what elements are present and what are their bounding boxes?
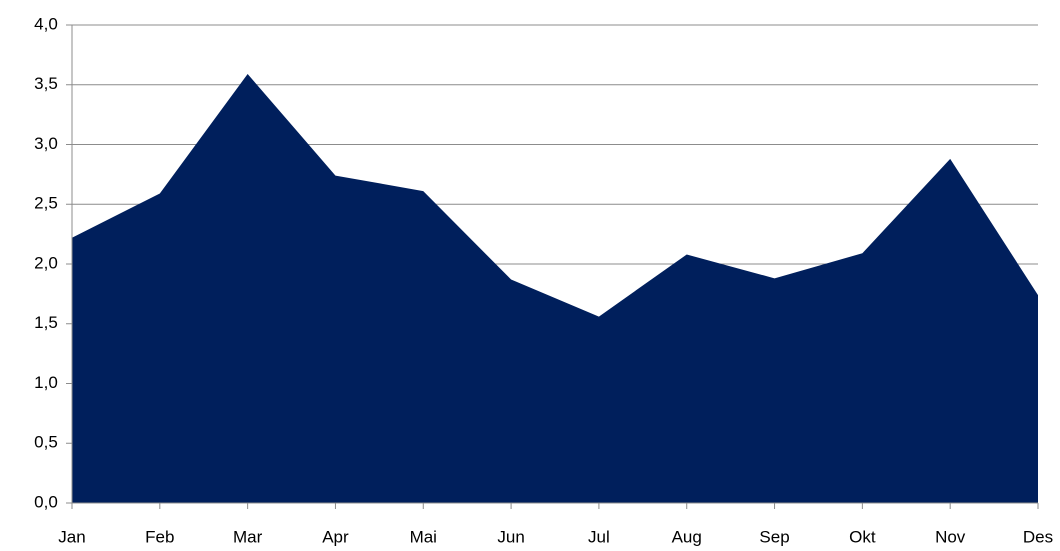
- area: [72, 73, 1038, 504]
- y-tick-label: 2,0: [34, 253, 58, 272]
- y-tick-label: 3,5: [34, 74, 58, 93]
- x-tick-label: Jul: [588, 527, 610, 546]
- y-tick-label: 0,0: [34, 492, 58, 511]
- y-tick-label: 1,5: [34, 313, 58, 332]
- x-tick-label: Des: [1023, 527, 1053, 546]
- x-tick-label: Sep: [759, 527, 789, 546]
- x-tick-label: Feb: [145, 527, 174, 546]
- x-tick-label: Mar: [233, 527, 263, 546]
- x-tick-label: Apr: [322, 527, 349, 546]
- y-tick-label: 0,5: [34, 433, 58, 452]
- x-tick-label: Jan: [58, 527, 85, 546]
- x-tick-label: Jun: [497, 527, 524, 546]
- y-tick-label: 3,0: [34, 134, 58, 153]
- x-tick-label: Mai: [410, 527, 437, 546]
- y-tick-label: 2,5: [34, 194, 58, 213]
- y-tick-label: 4,0: [34, 14, 58, 33]
- x-tick-label: Nov: [935, 527, 966, 546]
- x-tick-label: Okt: [849, 527, 876, 546]
- x-tick-label: Aug: [672, 527, 702, 546]
- y-tick-label: 1,0: [34, 373, 58, 392]
